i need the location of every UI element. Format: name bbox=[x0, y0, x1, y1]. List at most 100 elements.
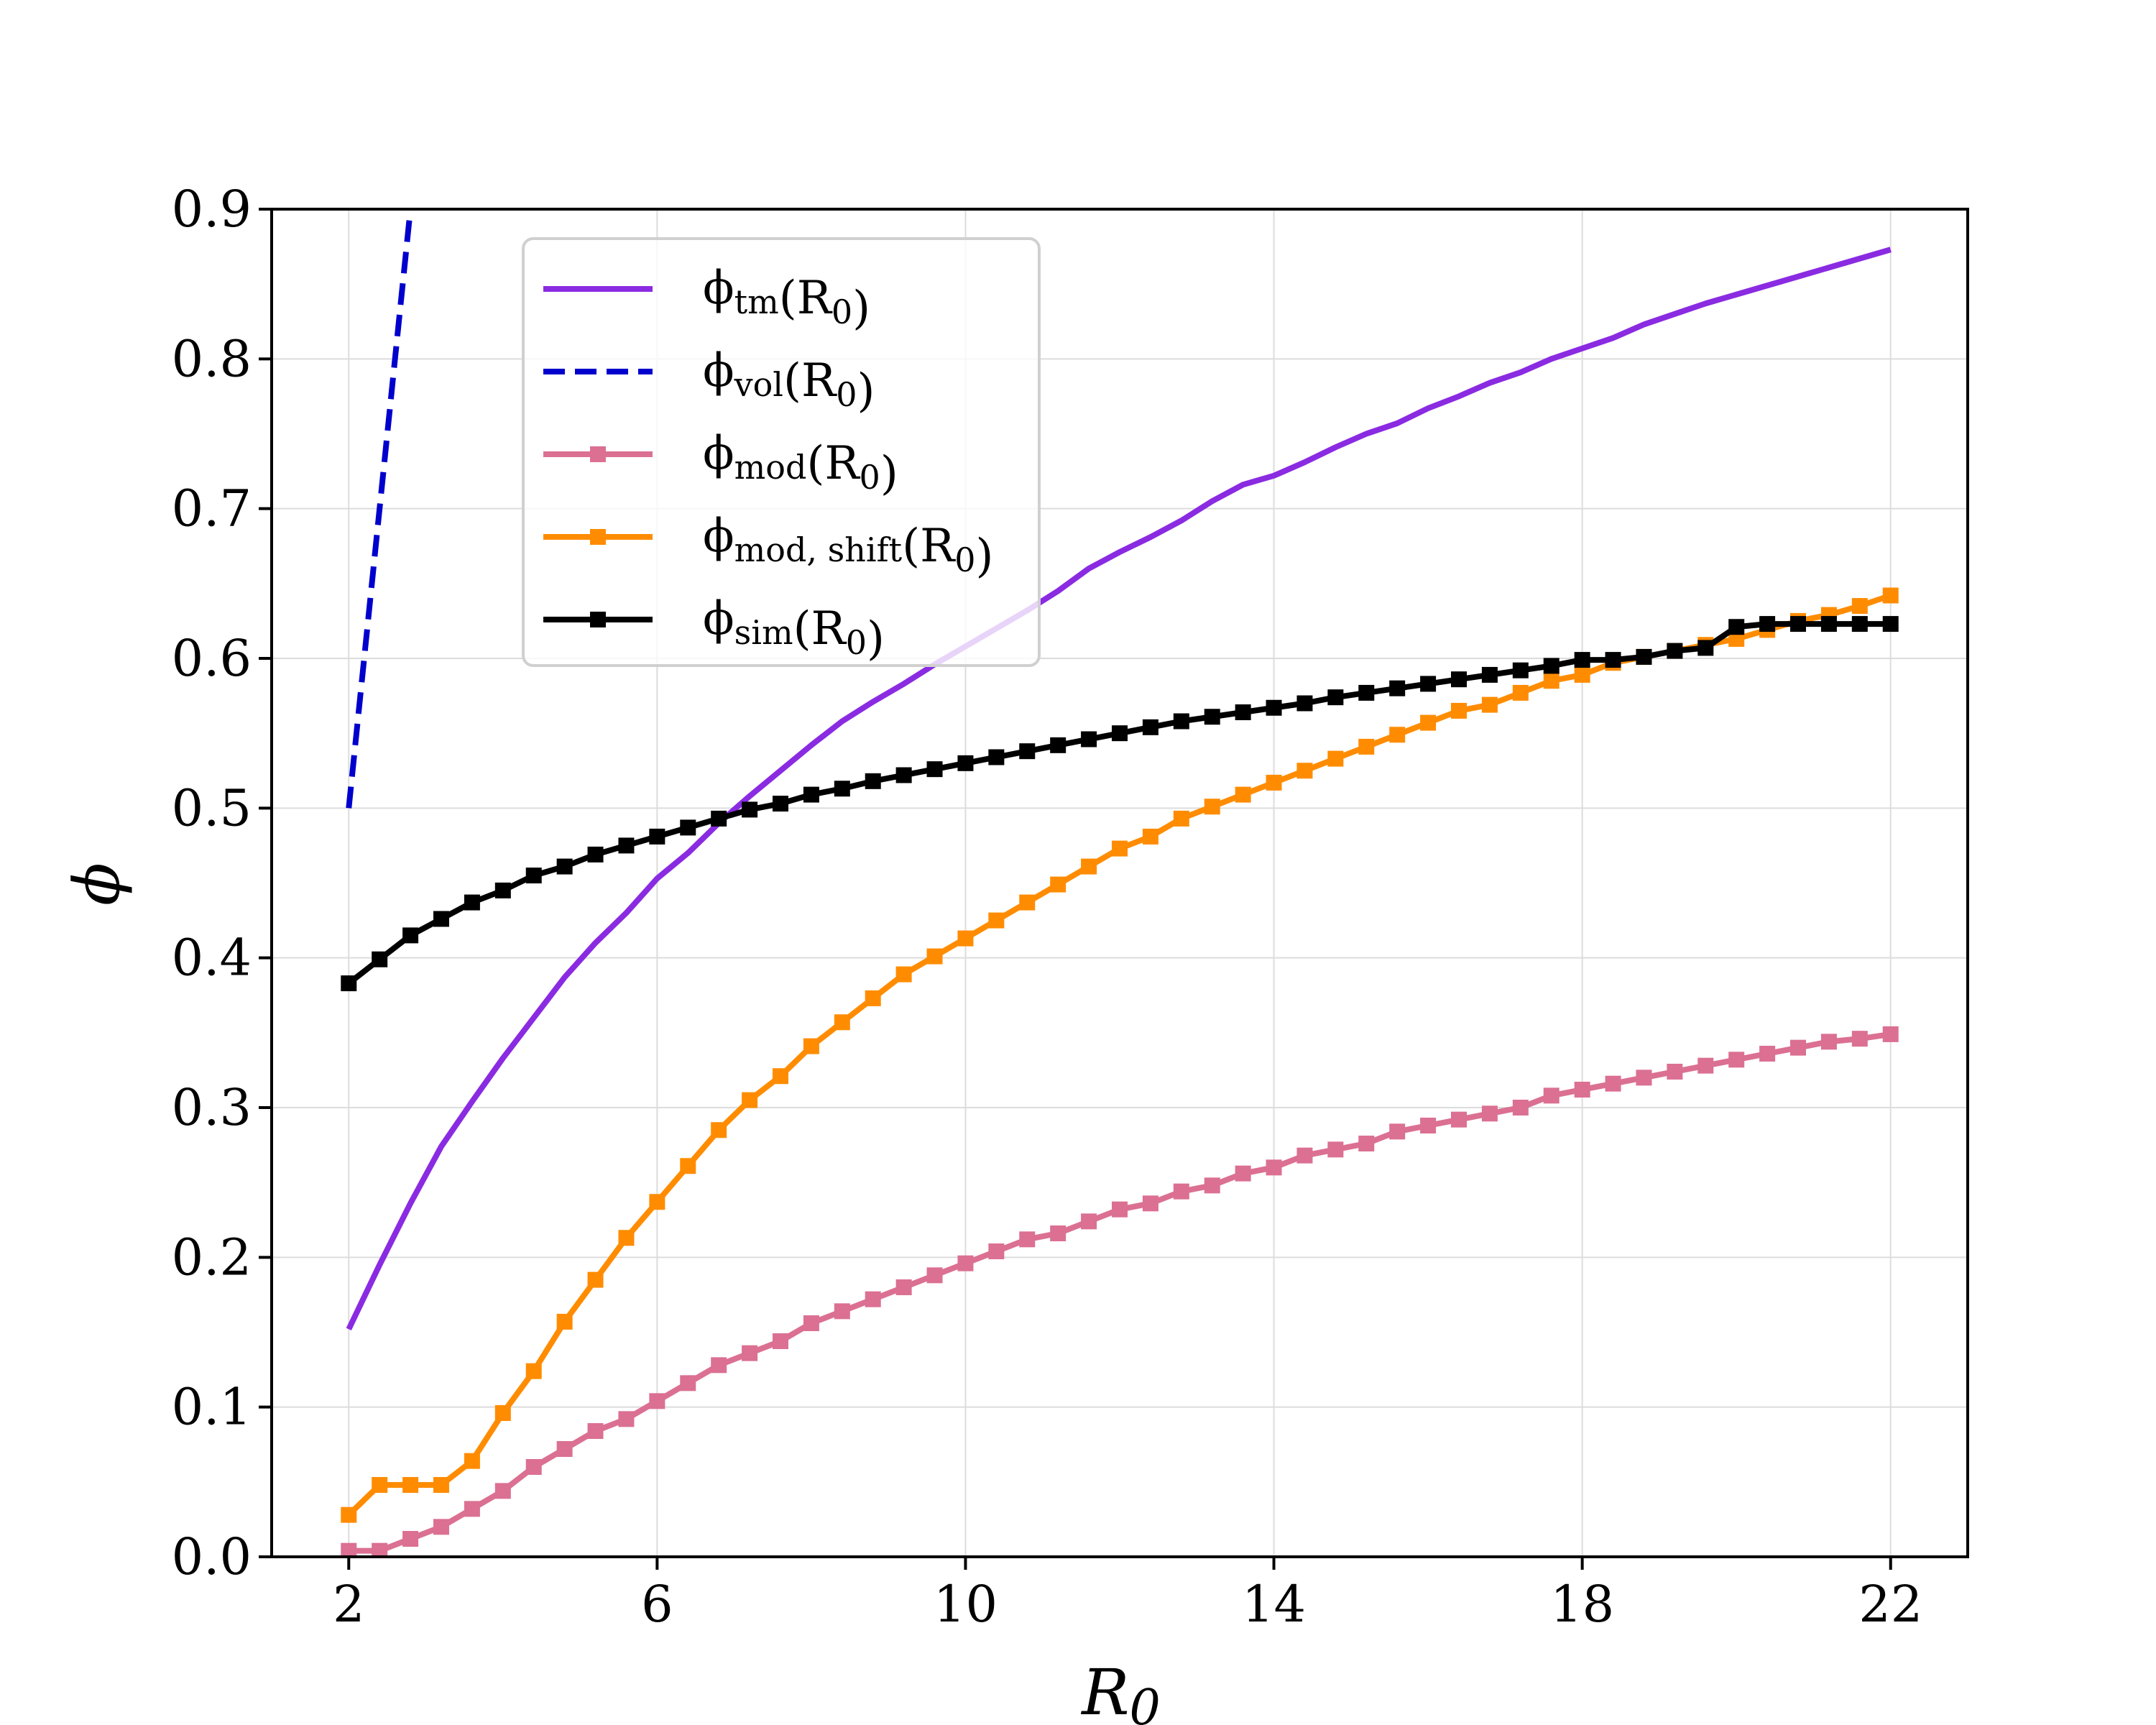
data-point-marker bbox=[1019, 894, 1036, 911]
data-point-marker bbox=[372, 951, 388, 967]
data-point-marker bbox=[1358, 1136, 1375, 1151]
data-point-marker bbox=[433, 1519, 449, 1535]
data-point-marker bbox=[1820, 616, 1837, 632]
data-point-marker bbox=[926, 1267, 943, 1284]
data-point-marker bbox=[341, 975, 357, 992]
data-point-marker bbox=[1204, 709, 1220, 725]
data-point-marker bbox=[1851, 598, 1868, 615]
legend-entry: ϕmod(R0) bbox=[543, 427, 898, 500]
data-point-marker bbox=[1636, 1070, 1652, 1086]
data-point-marker bbox=[1481, 1105, 1498, 1122]
x-tick-label: 2 bbox=[333, 1575, 365, 1634]
data-point-marker bbox=[464, 894, 480, 911]
data-point-marker bbox=[834, 1014, 850, 1031]
data-point-marker bbox=[1728, 630, 1745, 647]
plot-frame bbox=[270, 208, 1969, 1558]
data-point-marker bbox=[1543, 673, 1560, 689]
data-point-marker bbox=[1327, 1141, 1344, 1158]
data-point-marker bbox=[834, 781, 850, 797]
data-point-marker bbox=[1667, 643, 1683, 659]
legend-label: ϕtm(R0) bbox=[703, 262, 870, 335]
data-point-marker bbox=[525, 1363, 542, 1379]
data-point-marker bbox=[1882, 587, 1899, 604]
data-point-marker bbox=[1296, 1147, 1313, 1164]
data-point-marker bbox=[1790, 1039, 1806, 1056]
series-2 bbox=[341, 1026, 1899, 1557]
data-point-marker bbox=[1327, 689, 1344, 706]
data-point-marker bbox=[865, 1291, 881, 1307]
data-point-marker bbox=[1667, 1064, 1683, 1080]
legend-label: ϕmod, shift(R0) bbox=[703, 510, 994, 583]
data-point-marker bbox=[1420, 676, 1437, 692]
data-point-marker bbox=[525, 868, 542, 884]
data-point-marker bbox=[402, 1531, 419, 1547]
data-point-marker bbox=[587, 1423, 604, 1439]
data-point-marker bbox=[803, 1038, 819, 1054]
data-point-marker bbox=[1389, 1123, 1406, 1140]
data-point-marker bbox=[1081, 731, 1097, 748]
data-point-marker bbox=[587, 1271, 604, 1288]
y-tick-label: 0.7 bbox=[172, 479, 252, 538]
data-point-marker bbox=[1605, 652, 1621, 668]
y-tick-label: 0.1 bbox=[172, 1378, 252, 1437]
data-point-marker bbox=[649, 828, 665, 845]
y-tick-label: 0.3 bbox=[172, 1078, 252, 1137]
data-point-marker bbox=[773, 1333, 788, 1349]
data-point-marker bbox=[834, 1303, 850, 1320]
data-point-marker bbox=[711, 810, 727, 827]
y-tick-label: 0.8 bbox=[172, 329, 252, 388]
data-point-marker bbox=[649, 1393, 665, 1409]
data-point-marker bbox=[1173, 713, 1189, 730]
data-point-marker bbox=[1574, 652, 1590, 668]
data-point-marker bbox=[680, 1375, 696, 1392]
y-axis-label: ϕ bbox=[60, 862, 134, 906]
data-point-marker bbox=[680, 1158, 696, 1174]
data-point-marker bbox=[1050, 876, 1067, 893]
data-point-marker bbox=[618, 1230, 635, 1246]
data-point-marker bbox=[1820, 1034, 1837, 1050]
data-point-marker bbox=[988, 749, 1005, 765]
series-layer bbox=[341, 209, 1899, 1557]
series-4 bbox=[341, 616, 1899, 992]
data-point-marker bbox=[1235, 704, 1251, 720]
data-point-marker bbox=[1790, 616, 1806, 632]
data-point-marker bbox=[895, 966, 912, 983]
data-point-marker bbox=[773, 796, 788, 812]
data-point-marker bbox=[1266, 774, 1282, 791]
data-point-marker bbox=[1050, 1225, 1067, 1241]
data-point-marker bbox=[1882, 1026, 1899, 1042]
data-point-marker bbox=[1019, 1231, 1036, 1248]
data-point-marker bbox=[1481, 696, 1498, 713]
legend-label: ϕmod(R0) bbox=[703, 427, 898, 500]
data-point-marker bbox=[1543, 658, 1560, 674]
x-tick-label: 14 bbox=[1242, 1575, 1306, 1634]
data-point-marker bbox=[1728, 619, 1745, 635]
data-point-marker bbox=[433, 1477, 449, 1493]
data-point-marker bbox=[1112, 725, 1128, 742]
series-1 bbox=[346, 209, 414, 809]
data-point-marker bbox=[1266, 1159, 1282, 1176]
x-tick-label: 22 bbox=[1858, 1575, 1922, 1634]
data-point-marker bbox=[433, 911, 449, 927]
x-tick-label: 18 bbox=[1550, 1575, 1614, 1634]
series-line bbox=[346, 209, 414, 809]
data-point-marker bbox=[556, 858, 573, 875]
legend: ϕtm(R0) ϕvol(R0) ϕmod(R0) ϕmod, shift(R0) ϕs… bbox=[522, 237, 1041, 667]
data-point-marker bbox=[895, 767, 912, 783]
data-point-marker bbox=[587, 846, 604, 862]
data-point-marker bbox=[464, 1453, 480, 1469]
legend-marker-swatch bbox=[590, 612, 606, 627]
data-point-marker bbox=[1697, 1057, 1714, 1074]
data-point-marker bbox=[1142, 828, 1158, 845]
data-point-marker bbox=[803, 786, 819, 803]
data-point-marker bbox=[1759, 616, 1776, 632]
y-tick-label: 0.6 bbox=[172, 629, 252, 688]
y-tick-label: 0.2 bbox=[172, 1228, 252, 1287]
data-point-marker bbox=[1851, 1031, 1868, 1047]
data-point-marker bbox=[1358, 738, 1375, 755]
data-point-marker bbox=[556, 1313, 573, 1330]
data-point-marker bbox=[803, 1315, 819, 1331]
series-line bbox=[346, 247, 1892, 1331]
data-point-marker bbox=[1512, 1100, 1529, 1116]
